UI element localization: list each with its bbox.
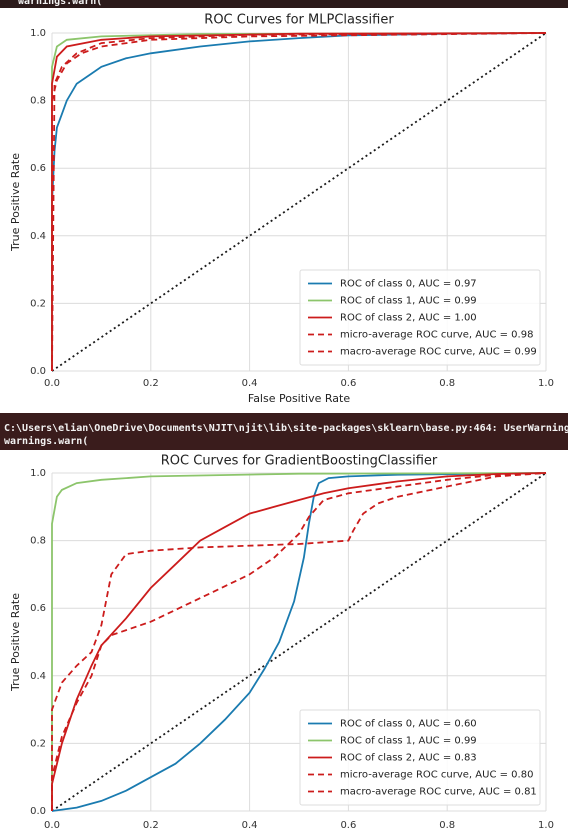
x-tick-label: 0.2 xyxy=(143,820,159,831)
legend-label: micro-average ROC curve, AUC = 0.98 xyxy=(340,330,533,341)
legend-label: ROC of class 2, AUC = 0.83 xyxy=(340,753,477,764)
roc-curve xyxy=(51,472,547,811)
y-tick-label: 1.0 xyxy=(30,28,46,39)
roc-curve xyxy=(51,32,547,372)
y-tick-label: 0.0 xyxy=(30,366,46,377)
y-tick-label: 1.0 xyxy=(30,468,46,479)
warning-strip xyxy=(0,413,568,450)
console-line: warnings.warn( xyxy=(4,435,88,447)
y-tick-label: 0.6 xyxy=(30,603,46,614)
legend-label: ROC of class 0, AUC = 0.97 xyxy=(340,279,477,290)
legend-box xyxy=(299,269,541,366)
x-tick-label: 0.8 xyxy=(439,378,455,389)
y-tick-label: 0.8 xyxy=(30,536,46,547)
x-tick-label: 0.4 xyxy=(242,820,258,831)
y-tick-label: 0.4 xyxy=(30,231,46,242)
chart-title: ROC Curves for GradientBoostingClassifie… xyxy=(161,454,438,469)
legend-label: ROC of class 1, AUC = 0.99 xyxy=(340,736,477,747)
x-tick-label: 0.2 xyxy=(143,378,159,389)
roc-curve xyxy=(51,472,547,811)
console-line: warnings.warn( xyxy=(18,0,102,7)
y-tick-label: 0.2 xyxy=(30,298,46,309)
legend-label: macro-average ROC curve, AUC = 0.81 xyxy=(340,787,537,798)
roc-curve xyxy=(51,472,547,811)
roc-curve xyxy=(51,32,547,371)
y-axis-label: True Positive Rate xyxy=(9,593,22,692)
x-tick-label: 1.0 xyxy=(538,820,554,831)
roc-curve xyxy=(51,472,547,811)
x-tick-label: 0.6 xyxy=(340,378,356,389)
x-tick-label: 0.8 xyxy=(439,820,455,831)
x-axis-label: False Positive Rate xyxy=(248,392,350,405)
legend-label: ROC of class 0, AUC = 0.60 xyxy=(340,719,477,730)
roc-curve xyxy=(51,472,547,812)
y-axis-label: True Positive Rate xyxy=(9,153,22,252)
y-tick-label: 0.2 xyxy=(30,738,46,749)
chart-title: ROC Curves for MLPClassifier xyxy=(204,13,394,28)
y-tick-label: 0.6 xyxy=(30,163,46,174)
x-tick-label: 0.0 xyxy=(44,820,60,831)
legend-label: micro-average ROC curve, AUC = 0.80 xyxy=(340,770,533,781)
x-tick-label: 0.0 xyxy=(44,378,60,389)
x-tick-label: 0.4 xyxy=(242,378,258,389)
x-tick-label: 1.0 xyxy=(538,378,554,389)
legend-box xyxy=(299,709,541,806)
roc-curve xyxy=(51,32,547,371)
y-tick-label: 0.0 xyxy=(30,806,46,817)
x-tick-label: 0.6 xyxy=(340,820,356,831)
roc-curve xyxy=(51,32,547,371)
legend-label: ROC of class 1, AUC = 0.99 xyxy=(340,296,477,307)
console-line: C:\Users\elian\OneDrive\Documents\NJIT\n… xyxy=(4,422,568,434)
legend-label: macro-average ROC curve, AUC = 0.99 xyxy=(340,347,537,358)
y-tick-label: 0.8 xyxy=(30,96,46,107)
legend-label: ROC of class 2, AUC = 1.00 xyxy=(340,313,477,324)
y-tick-label: 0.4 xyxy=(30,671,46,682)
